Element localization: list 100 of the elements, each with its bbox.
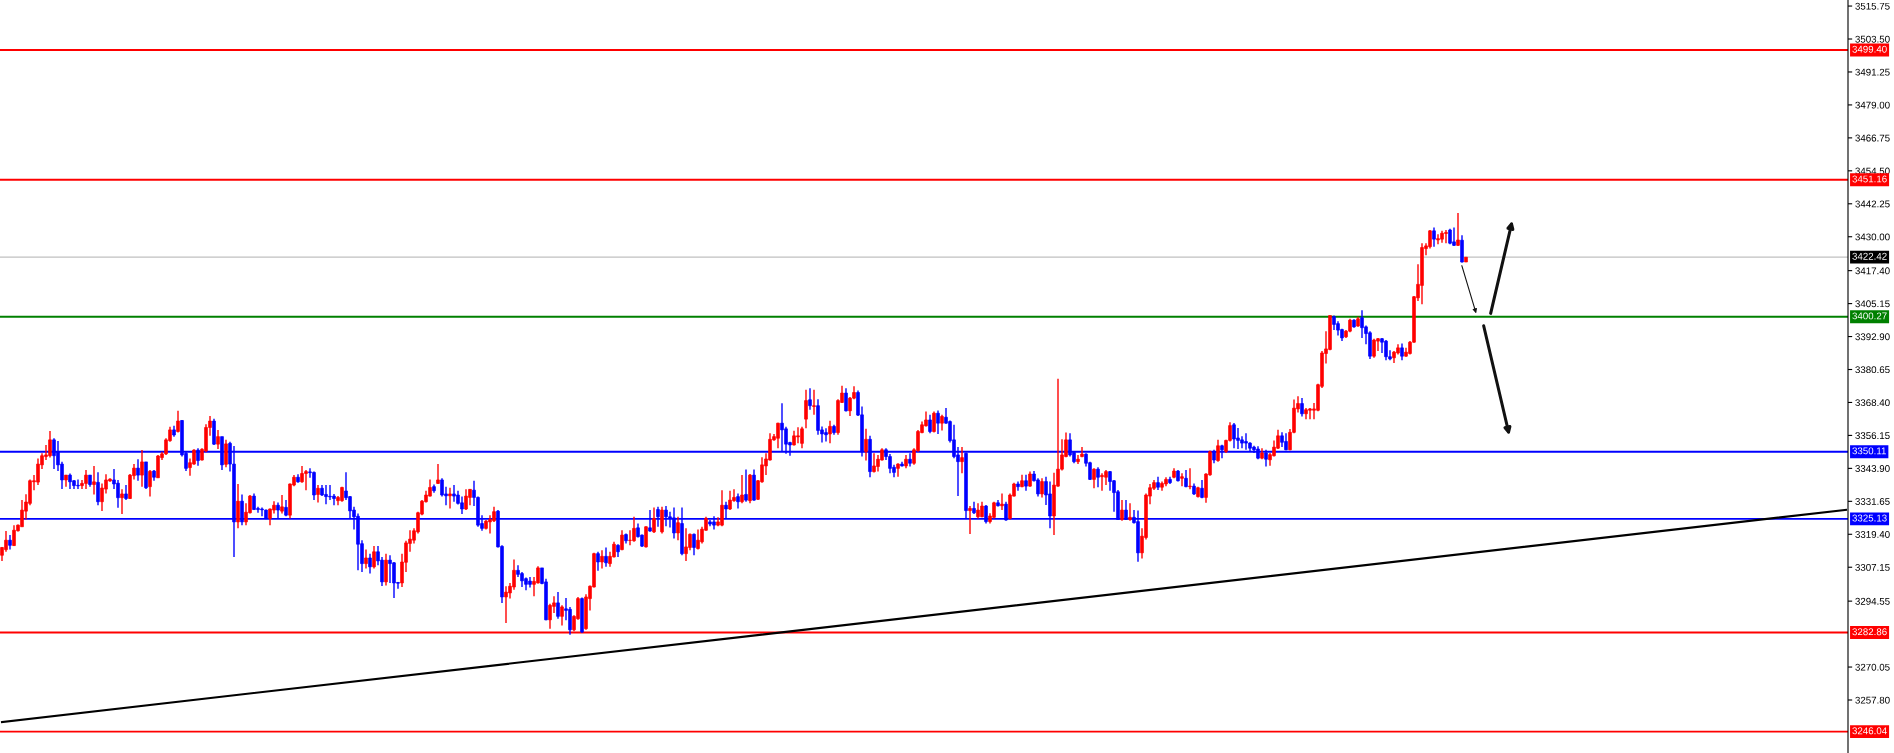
candlestick <box>692 532 696 556</box>
candlestick <box>1308 407 1312 420</box>
candlestick <box>436 463 440 485</box>
ref-line-label: 3282.86 <box>1852 628 1887 636</box>
candlestick <box>932 410 936 434</box>
candlestick <box>684 527 688 562</box>
candlestick <box>676 516 680 541</box>
candlestick <box>280 494 284 515</box>
y-tick-label: 3257.80 <box>1855 696 1890 704</box>
ref-line-label: 3325.13 <box>1852 514 1887 522</box>
y-tick-label: 3503.50 <box>1855 35 1890 43</box>
candlestick <box>1180 472 1184 487</box>
candlestick <box>596 551 600 572</box>
candlestick <box>928 414 932 434</box>
candlestick <box>176 410 180 434</box>
candlestick <box>1000 492 1004 511</box>
y-tick-label: 3405.15 <box>1855 300 1890 308</box>
candlestick <box>740 474 744 505</box>
candlestick <box>452 484 456 503</box>
candlestick <box>1120 499 1124 522</box>
candlestick <box>632 516 636 543</box>
candlestick <box>36 457 40 486</box>
candlestick <box>224 439 228 468</box>
y-tick-label: 3417.40 <box>1855 267 1890 275</box>
y-tick-label: 3270.05 <box>1855 663 1890 671</box>
candlestick <box>776 421 780 449</box>
candlestick <box>960 446 964 474</box>
candlestick <box>240 493 244 526</box>
candlestick <box>1360 309 1364 339</box>
candlestick <box>652 506 656 534</box>
candlestick <box>968 505 972 535</box>
candlestick <box>1040 477 1044 499</box>
candlestick <box>212 418 216 446</box>
y-tick-label: 3368.40 <box>1855 399 1890 407</box>
candlestick <box>936 409 940 435</box>
candlestick <box>744 468 748 503</box>
candlestick <box>1188 467 1192 491</box>
candlestick <box>1380 337 1384 354</box>
candlestick <box>328 484 332 501</box>
ref-line-label: 3350.11 <box>1852 447 1886 455</box>
candlestick <box>1216 439 1220 463</box>
candlestick <box>628 529 632 547</box>
candlestick <box>216 429 220 450</box>
candlestick <box>1368 330 1372 360</box>
candlestick <box>644 525 648 549</box>
candlestick <box>1456 212 1460 247</box>
y-tick-label: 3356.15 <box>1855 432 1890 440</box>
ref-line-label: 3400.27 <box>1852 312 1887 320</box>
candlestick <box>76 478 80 490</box>
y-tick-label: 3466.75 <box>1855 134 1890 142</box>
y-tick-label: 3380.65 <box>1855 366 1890 374</box>
candlestick <box>1444 229 1448 244</box>
candlestick <box>804 389 808 429</box>
candlestick <box>1096 466 1100 488</box>
y-tick-label: 3294.55 <box>1855 597 1890 605</box>
candlestick <box>1384 339 1388 361</box>
candlestick <box>1076 454 1080 465</box>
candlestick <box>848 396 852 417</box>
candlestick <box>8 534 12 551</box>
candlestick <box>120 488 124 515</box>
candlestick <box>1436 233 1440 245</box>
y-tick-label: 3454.50 <box>1855 167 1890 175</box>
candlestick <box>4 530 8 553</box>
candlestick <box>604 546 608 568</box>
candlestick <box>504 585 508 624</box>
candlestick <box>324 484 328 505</box>
candlestick <box>84 469 88 490</box>
ref-line-label: 3499.40 <box>1852 45 1887 53</box>
candlestick <box>304 469 308 491</box>
y-tick-label: 3319.40 <box>1855 531 1890 538</box>
candlestick <box>1128 502 1132 522</box>
candlestick <box>388 554 392 584</box>
candlestick <box>448 487 452 510</box>
candlestick <box>260 506 264 517</box>
y-tick-label: 3491.25 <box>1855 68 1890 76</box>
candlestick <box>368 552 372 575</box>
candlestick <box>844 387 848 413</box>
candlestick <box>372 545 376 570</box>
y-tick-label: 3343.90 <box>1855 465 1890 472</box>
candlestick <box>1432 226 1436 248</box>
candlestick <box>720 489 724 527</box>
y-tick-label: 3331.65 <box>1855 498 1890 505</box>
candlestick <box>1300 397 1304 418</box>
ref-line-label: 3451.16 <box>1852 175 1887 183</box>
candlestick <box>1236 427 1240 450</box>
candlestick <box>236 483 240 530</box>
candlestick <box>812 389 816 416</box>
candlestick <box>560 604 564 627</box>
candlestick <box>1100 472 1104 492</box>
candlestick <box>52 437 56 470</box>
ref-line-label: 3246.04 <box>1852 727 1887 735</box>
candlestick <box>312 470 316 501</box>
candlestick <box>600 549 604 570</box>
candlestick <box>148 469 152 498</box>
candlestick <box>660 506 664 535</box>
candlestick <box>96 471 100 506</box>
y-tick-label: 3430.00 <box>1855 233 1890 241</box>
candlestick <box>140 449 144 488</box>
candlestick <box>696 528 700 551</box>
candlestick <box>1232 422 1236 449</box>
